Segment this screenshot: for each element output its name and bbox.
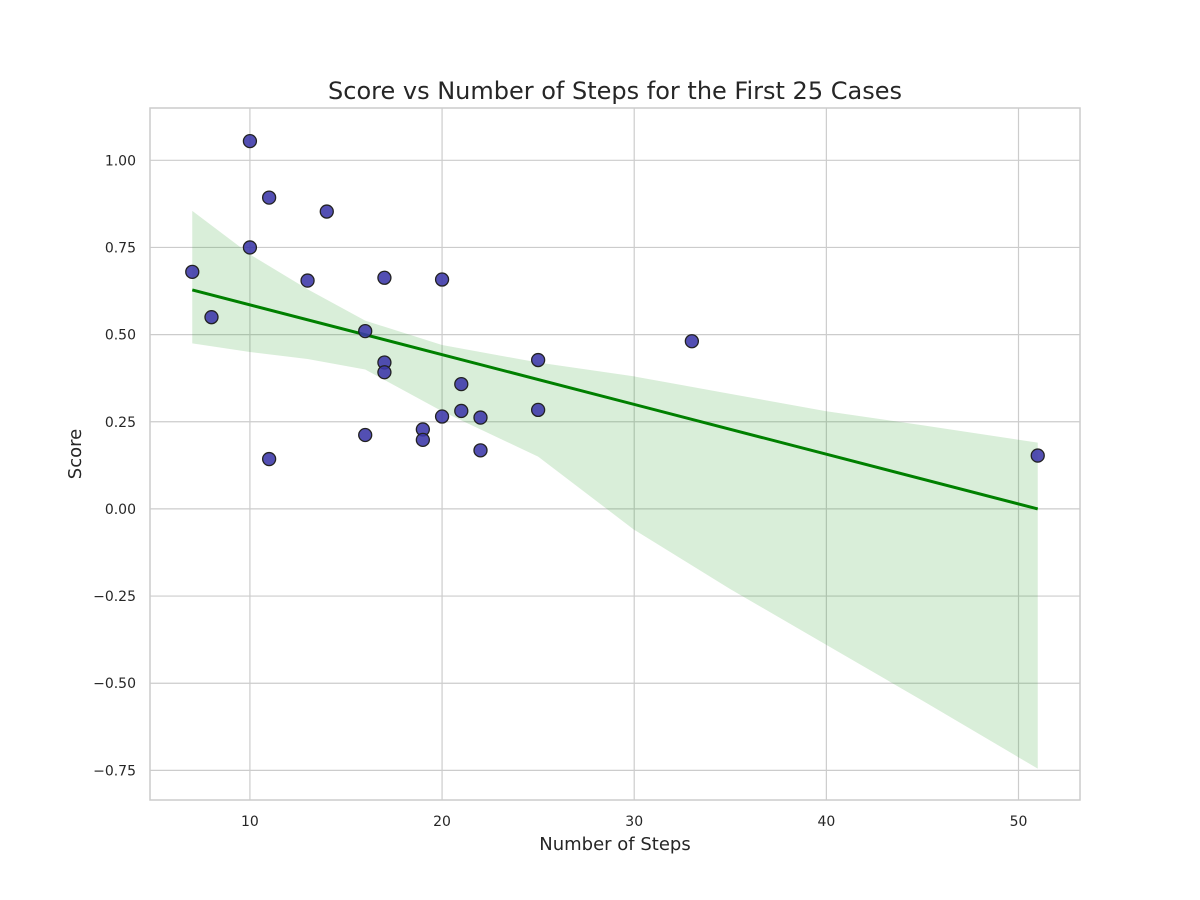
x-tick-label: 30: [625, 814, 643, 830]
y-tick-label: 0.75: [105, 240, 136, 256]
scatter-point: [434, 409, 450, 424]
scatter-point: [261, 190, 277, 205]
confidence-band: [192, 210, 1038, 769]
scatter-point: [261, 451, 277, 467]
y-axis-label: Score: [65, 429, 86, 479]
y-tick-label: 0.25: [105, 415, 136, 431]
scatter-point: [358, 427, 373, 443]
regression-line: [191, 288, 1039, 511]
scatter-point: [319, 204, 334, 219]
y-tick-label: −0.50: [93, 676, 136, 692]
scatter-point: [530, 352, 546, 368]
tick-labels: 10 20 30 40 50 −0.75 −0.50 −0.25 0.00 0.25 0.50 0.7…: [93, 153, 1027, 830]
scatter-point: [454, 403, 469, 419]
x-tick-label: 40: [817, 814, 835, 830]
y-tick-label: −0.75: [93, 763, 136, 779]
scatter-point: [358, 323, 373, 339]
regression-line-layer: [191, 288, 1039, 511]
x-axis-label: Number of Steps: [539, 834, 690, 855]
x-tick-label: 20: [433, 814, 451, 830]
y-tick-label: 1.00: [105, 153, 136, 169]
confidence-band-layer: [192, 210, 1038, 769]
scatter-point: [185, 264, 200, 279]
scatter-point: [415, 432, 431, 448]
scatter-point: [434, 272, 450, 287]
y-tick-label: 0.00: [105, 502, 136, 518]
y-tick-label: 0.50: [105, 328, 136, 344]
x-tick-label: 10: [241, 814, 259, 830]
grid: [150, 108, 1080, 800]
scatter-point: [473, 443, 488, 458]
scatter-point: [377, 270, 392, 285]
scatter-point: [242, 240, 258, 255]
x-tick-label: 50: [1010, 814, 1028, 830]
plot-frame: [149, 107, 1081, 801]
scatter-points: [185, 133, 1045, 467]
scatter-point: [204, 310, 219, 325]
scatter-point: [300, 273, 315, 288]
scatter-point: [684, 334, 700, 349]
scatter-point: [530, 402, 546, 418]
scatter-point: [1030, 448, 1045, 463]
scatter-point: [377, 365, 392, 380]
scatter-point: [473, 410, 488, 425]
y-tick-label: −0.25: [93, 589, 136, 605]
scatter-point: [242, 133, 258, 149]
chart-title: Score vs Number of Steps for the First 2…: [328, 77, 902, 105]
scatter-point: [454, 376, 469, 392]
